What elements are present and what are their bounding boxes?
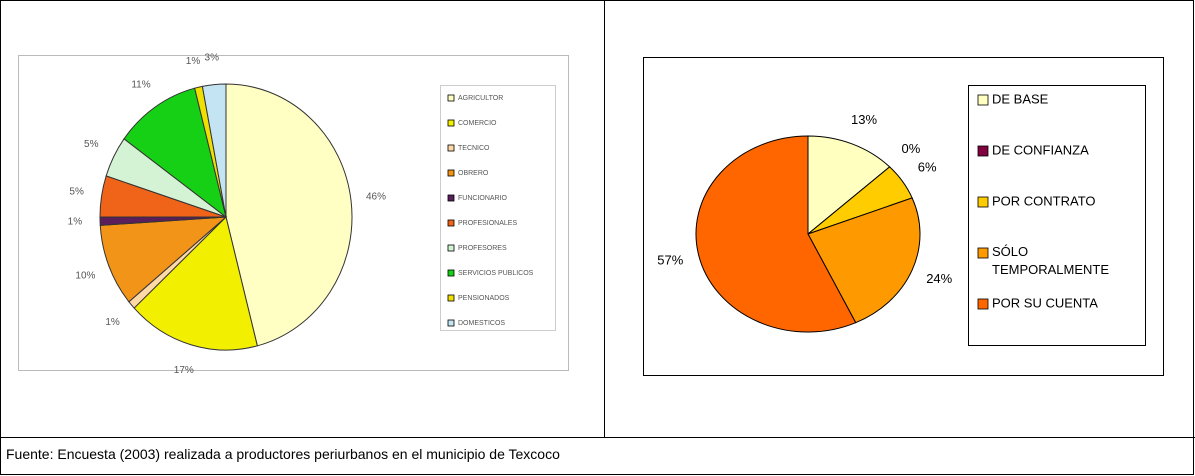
legend-swatch — [447, 169, 455, 177]
legend-swatch — [977, 145, 989, 157]
legend-label: PROFESIONALES — [458, 220, 517, 227]
pie-slice — [123, 87, 227, 219]
legend-swatch — [977, 247, 989, 259]
data-label: 5% — [69, 187, 84, 198]
legend-swatch — [447, 94, 455, 102]
data-label: 1% — [186, 56, 201, 67]
data-label: 1% — [105, 317, 120, 328]
pie-slice — [201, 83, 227, 218]
legend-label: DE BASE — [992, 91, 1049, 106]
pie-slice — [225, 83, 353, 347]
legend-box — [440, 85, 556, 331]
data-label: 6% — [918, 159, 937, 174]
data-label: 13% — [851, 112, 877, 127]
legend-label: COMERCIO — [458, 120, 497, 127]
legend-label: DE CONFIANZA — [992, 142, 1089, 157]
legend-label: AGRICULTOR — [458, 95, 503, 102]
data-label: 0% — [901, 141, 920, 156]
legend-swatch — [447, 219, 455, 227]
data-label: 5% — [84, 139, 99, 150]
legend-label: POR CONTRATO — [992, 193, 1096, 208]
legend-label: OBRERO — [458, 170, 489, 177]
legend-swatch — [447, 194, 455, 202]
pie-slice — [133, 216, 258, 351]
data-label: 1% — [68, 217, 83, 228]
legend-swatch — [977, 94, 989, 106]
legend-swatch — [977, 298, 989, 310]
legend-label: PENSIONADOS — [458, 295, 510, 302]
legend-swatch — [447, 144, 455, 152]
data-label: 11% — [131, 80, 150, 91]
data-label: 10% — [75, 270, 95, 281]
legend-label: DOMESTICOS — [458, 320, 505, 327]
legend-swatch — [447, 244, 455, 252]
legend-swatch — [447, 319, 455, 327]
pie-slice — [99, 216, 228, 303]
pie-slice — [807, 197, 921, 324]
legend-label: FUNCIONARIO — [458, 195, 508, 202]
pie-slice — [807, 135, 891, 236]
legend-box — [968, 85, 1146, 346]
data-label: 24% — [926, 271, 952, 286]
data-label: 57% — [657, 252, 683, 267]
data-label: 17% — [174, 365, 194, 376]
legend-label: POR SU CUENTA — [992, 295, 1098, 310]
legend-label: TECNICO — [458, 145, 490, 152]
pie-slice — [695, 135, 857, 333]
legend-swatch — [447, 119, 455, 127]
data-label: 46% — [366, 192, 386, 203]
data-label: 3% — [205, 53, 220, 64]
legend-swatch — [447, 294, 455, 302]
legend-label: PROFESORES — [458, 245, 507, 252]
legend-label: SÓLO TEMPORALMENTE — [992, 244, 1109, 277]
legend-swatch — [977, 196, 989, 208]
legend-swatch — [447, 269, 455, 277]
legend-label: SERVICIOS PUBLICOS — [458, 270, 534, 277]
footer-note: Fuente: Encuesta (2003) realizada a prod… — [6, 446, 560, 462]
